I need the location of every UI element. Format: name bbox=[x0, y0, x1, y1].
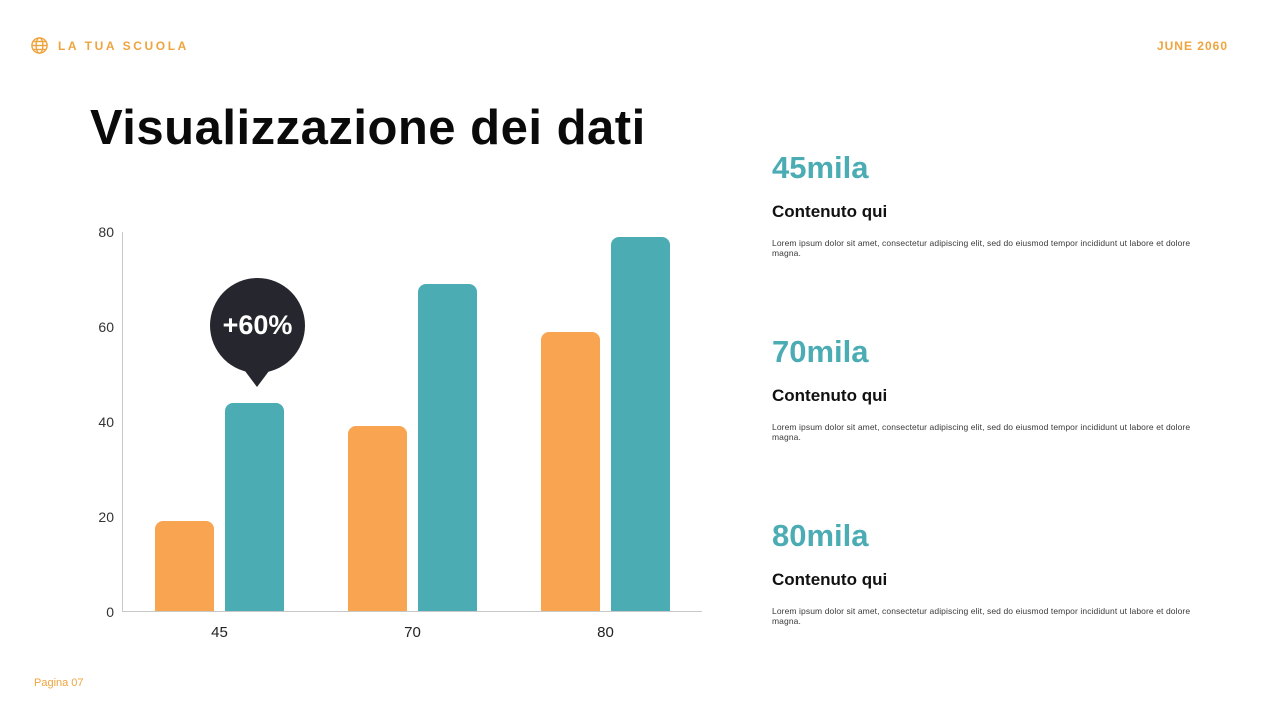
orange-bar bbox=[348, 426, 407, 611]
plot-area: 45 70 80 bbox=[122, 232, 702, 641]
orange-bar bbox=[541, 331, 600, 611]
stat-body: Lorem ipsum dolor sit amet, consectetur … bbox=[772, 238, 1191, 258]
stat-heading: Contenuto qui bbox=[772, 386, 888, 405]
x-axis-label: 80 bbox=[597, 624, 614, 641]
y-axis-tick-label: 20 bbox=[98, 509, 114, 525]
y-axis-tick-label: 80 bbox=[98, 224, 114, 240]
stat-heading: Contenuto qui bbox=[772, 202, 888, 221]
stat-heading: Contenuto qui bbox=[772, 570, 888, 589]
teal-bar bbox=[418, 284, 477, 611]
stat-value: 45mila bbox=[772, 150, 869, 185]
stat-block-80mila: 80mila Contenuto qui Lorem ipsum dolor s… bbox=[772, 518, 1212, 626]
stat-value: 70mila bbox=[772, 334, 869, 369]
stat-body: Lorem ipsum dolor sit amet, consectetur … bbox=[772, 606, 1191, 626]
stat-block-70mila: 70mila Contenuto qui Lorem ipsum dolor s… bbox=[772, 334, 1212, 442]
brand-name: LA TUA SCUOLA bbox=[58, 38, 189, 53]
y-axis-tick-label: 0 bbox=[106, 604, 114, 620]
bar-group: 80 bbox=[541, 232, 670, 641]
bar-group: 45 bbox=[155, 232, 284, 641]
header-date: JUNE 2060 bbox=[1156, 38, 1228, 53]
teal-bar bbox=[225, 402, 284, 611]
y-axis-tick-label: 60 bbox=[98, 319, 114, 335]
bar-group: 70 bbox=[348, 232, 477, 641]
orange-bar bbox=[155, 521, 214, 611]
stats-column: 45mila Contenuto qui Lorem ipsum dolor s… bbox=[772, 150, 1212, 626]
stat-value: 80mila bbox=[772, 518, 869, 553]
annotation-pointer bbox=[245, 371, 269, 387]
y-axis-tick-label: 40 bbox=[98, 414, 114, 430]
globe-icon bbox=[30, 36, 49, 55]
bar-chart: 45 70 80 +60% 0 20 40 60 80 bbox=[88, 222, 710, 642]
teal-bar bbox=[611, 236, 670, 611]
page-number: Pagina 07 bbox=[34, 677, 84, 689]
header: LA TUA SCUOLA JUNE 2060 bbox=[30, 36, 1228, 55]
x-axis-label: 45 bbox=[211, 624, 228, 641]
stat-body: Lorem ipsum dolor sit amet, consectetur … bbox=[772, 422, 1191, 442]
annotation-badge: +60% bbox=[210, 278, 305, 373]
brand: LA TUA SCUOLA bbox=[30, 36, 189, 55]
stat-block-45mila: 45mila Contenuto qui Lorem ipsum dolor s… bbox=[772, 150, 1212, 258]
page-title: Visualizzazione dei dati bbox=[90, 101, 646, 155]
x-axis-label: 70 bbox=[404, 624, 421, 641]
